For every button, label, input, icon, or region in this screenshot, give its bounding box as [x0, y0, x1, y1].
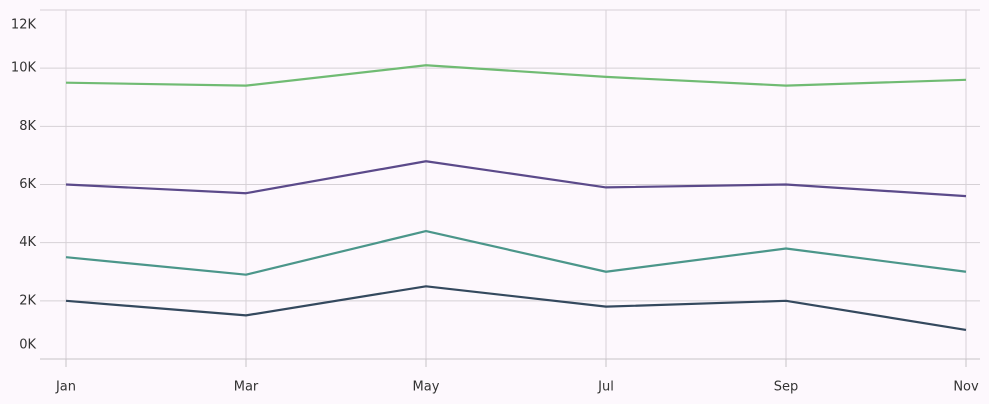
y-tick-label: 12K	[11, 18, 37, 33]
x-tick-label: May	[413, 380, 440, 395]
y-tick-label: 10K	[11, 61, 37, 76]
y-tick-label: 0K	[19, 338, 36, 353]
y-tick-label: 2K	[19, 293, 36, 308]
series-line	[65, 229, 967, 276]
x-tick-label: Nov	[953, 380, 979, 395]
y-tick-label: 8K	[19, 119, 36, 134]
y-tick-label: 6K	[19, 177, 36, 192]
series-line	[65, 64, 967, 87]
x-tick-label: Mar	[234, 380, 259, 395]
x-tick-label: Jan	[55, 380, 76, 395]
x-tick-label: Jul	[597, 380, 614, 395]
series-line	[65, 160, 967, 198]
x-tick-label: Sep	[774, 380, 799, 395]
y-tick-label: 4K	[19, 235, 36, 250]
series-line	[65, 285, 967, 332]
